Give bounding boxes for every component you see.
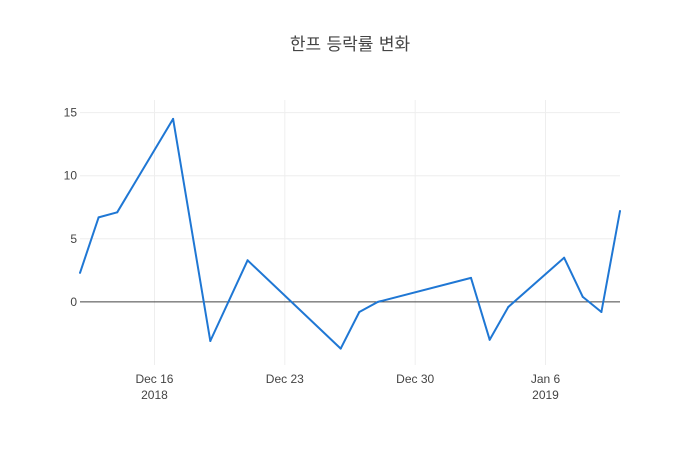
- data-point: [581, 295, 584, 298]
- data-point: [600, 311, 603, 313]
- x-tick-label: Dec 30: [396, 372, 434, 386]
- y-tick-label: 10: [64, 169, 78, 183]
- y-tick-label: 15: [64, 106, 78, 120]
- series-layer: [79, 117, 621, 350]
- axes: Dec 16 2018 Dec 23 Dec 30 Jan 6 2019 0 5 10 15: [64, 106, 620, 402]
- x-tick-label: Jan 6: [531, 372, 561, 386]
- data-point: [376, 300, 379, 303]
- x-tick-label: Dec 23: [266, 372, 304, 386]
- data-point: [619, 210, 621, 213]
- data-point: [488, 338, 491, 341]
- gridlines: [80, 100, 620, 365]
- data-point: [507, 305, 510, 308]
- data-point: [79, 271, 81, 274]
- x-tick-year-label: 2019: [532, 388, 559, 402]
- data-point: [358, 311, 361, 313]
- data-point: [470, 276, 473, 279]
- data-point: [246, 259, 249, 262]
- data-point: [116, 211, 119, 214]
- y-tick-label: 0: [70, 295, 77, 309]
- data-point: [563, 256, 566, 259]
- data-point: [172, 117, 175, 120]
- data-point: [97, 216, 100, 219]
- data-point: [209, 340, 212, 343]
- series-line: [79, 117, 621, 350]
- x-tick-label: Dec 16: [135, 372, 173, 386]
- x-tick-year-label: 2018: [141, 388, 168, 402]
- chart-title: 한프 등락률 변화: [290, 35, 411, 55]
- data-point: [339, 347, 342, 350]
- y-tick-label: 5: [70, 232, 77, 246]
